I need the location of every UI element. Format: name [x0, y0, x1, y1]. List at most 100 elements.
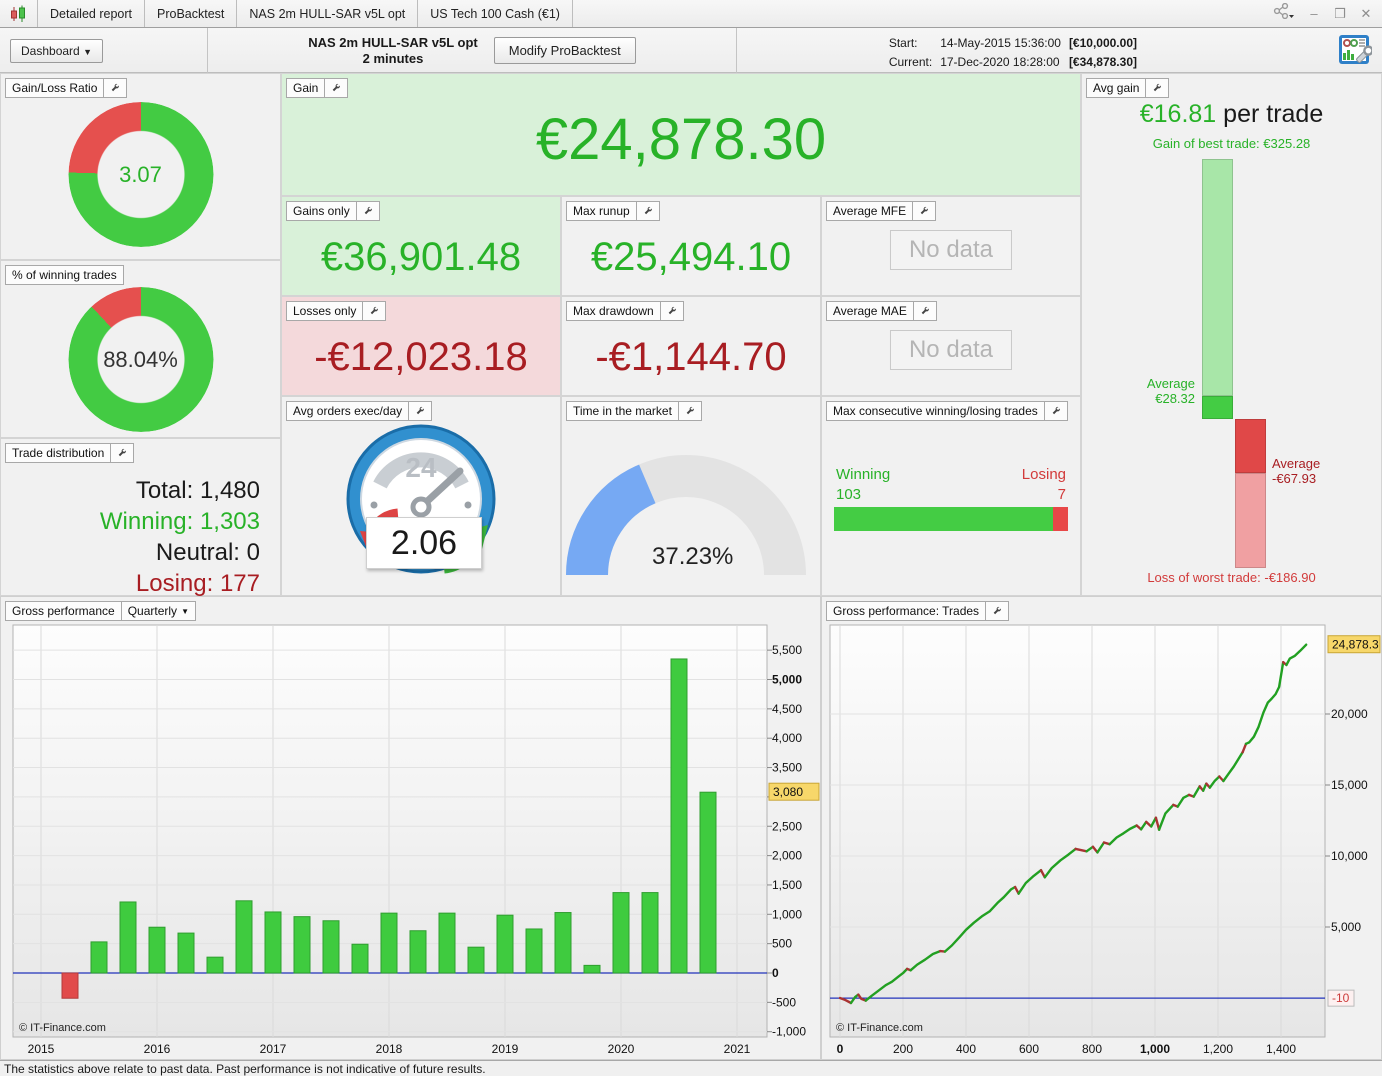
svg-text:500: 500 [772, 937, 792, 951]
max-drawdown-value: -€1,144.70 [595, 335, 787, 379]
report-icon [0, 0, 38, 27]
avg-gain-headline: €16.81 per trade [1082, 100, 1381, 129]
svg-text:5,000: 5,000 [1331, 920, 1361, 934]
max-runup-value: €25,494.10 [590, 235, 792, 279]
svg-text:1,200: 1,200 [1203, 1042, 1233, 1056]
dashboard-settings-icon[interactable] [1338, 33, 1374, 72]
loss-average-bar [1235, 419, 1266, 474]
consecutive-winning: Winning 103 [836, 466, 891, 503]
avg-gain-label: Avg gain [1093, 81, 1140, 95]
wrench-icon[interactable] [355, 202, 379, 220]
wrench-icon[interactable] [635, 202, 659, 220]
max-runup-label: Max runup [573, 204, 630, 218]
start-amount: [€10,000.00] [1068, 36, 1137, 50]
winning-pct-label: % of winning trades [12, 268, 117, 282]
strategy-name: NAS 2m HULL-SAR v5L opt [308, 34, 478, 50]
wrench-icon[interactable] [103, 79, 126, 97]
wrench-icon[interactable] [677, 402, 701, 420]
wrench-icon[interactable] [408, 402, 431, 420]
svg-text:600: 600 [1019, 1042, 1039, 1056]
svg-text:200: 200 [893, 1042, 913, 1056]
gain-value: €24,878.30 [535, 107, 827, 172]
avg-orders-label: Avg orders exec/day [293, 404, 403, 418]
time-in-market-gauge [562, 407, 822, 602]
gain-loss-ratio-panel: Gain/Loss Ratio 3.07 [0, 73, 281, 260]
average-mfe-panel: Average MFE No data [821, 196, 1081, 296]
dashboard-dropdown[interactable]: Dashboard ▼ [10, 38, 103, 63]
gain-loss-ratio-label: Gain/Loss Ratio [12, 81, 98, 95]
maximize-button[interactable]: ❒ [1334, 5, 1346, 21]
gain-label: Gain [293, 81, 319, 95]
gain-range-bar [1202, 159, 1233, 397]
gross-performance-label: Gross performance [12, 604, 115, 618]
gains-only-label: Gains only [293, 204, 350, 218]
tab-detailed-report[interactable]: Detailed report [38, 0, 145, 27]
consecutive-losing: Losing 7 [1021, 466, 1066, 503]
svg-text:2018: 2018 [376, 1042, 403, 1056]
avg-orders-panel: Avg orders exec/day 24 2.06 [281, 396, 561, 596]
gains-only-value: €36,901.48 [320, 235, 522, 279]
svg-text:4,500: 4,500 [772, 702, 802, 716]
avg-gain-panel: Avg gain €16.81 per trade Gain of best t… [1081, 73, 1382, 596]
minimize-button[interactable]: – [1310, 6, 1318, 21]
tab-instrument[interactable]: US Tech 100 Cash (€1) [418, 0, 573, 27]
svg-text:800: 800 [1082, 1042, 1102, 1056]
wrench-icon[interactable] [912, 202, 935, 220]
share-icon[interactable] [1272, 2, 1296, 24]
svg-text:24,878.3: 24,878.3 [1332, 638, 1379, 652]
svg-text:0: 0 [837, 1042, 844, 1056]
dashboard-label: Dashboard [21, 43, 80, 58]
max-drawdown-panel: Max drawdown -€1,144.70 [561, 296, 821, 396]
period-dropdown[interactable]: Quarterly ▼ [120, 602, 195, 620]
best-trade-caption: Gain of best trade: €325.28 [1152, 136, 1311, 151]
svg-text:2021: 2021 [724, 1042, 751, 1056]
wrench-icon[interactable] [324, 79, 347, 97]
avg-gain-value: €16.81 [1139, 100, 1217, 128]
svg-text:-500: -500 [772, 995, 796, 1009]
svg-text:1,000: 1,000 [1140, 1042, 1170, 1056]
consecutive-winning-bar [834, 507, 1054, 531]
svg-text:© IT-Finance.com: © IT-Finance.com [19, 1022, 106, 1034]
start-time: 14-May-2015 15:36:00 [940, 36, 1061, 50]
average-mfe-nodata: No data [889, 229, 1013, 270]
tab-strategy[interactable]: NAS 2m HULL-SAR v5L opt [237, 0, 419, 27]
current-amount: [€34,878.30] [1068, 55, 1137, 69]
wrench-icon[interactable] [659, 302, 683, 320]
worst-trade-caption: Loss of worst trade: -€186.90 [1147, 570, 1316, 585]
tab-label: ProBacktest [157, 6, 225, 21]
max-consecutive-panel: Max consecutive winning/losing trades Wi… [821, 396, 1081, 596]
svg-text:2,000: 2,000 [772, 849, 802, 863]
time-in-market-panel: Time in the market 37.23% [561, 396, 821, 596]
svg-text:400: 400 [956, 1042, 976, 1056]
time-in-market-label: Time in the market [573, 404, 672, 418]
avg-gain-suffix: per trade [1216, 100, 1324, 128]
svg-text:1,400: 1,400 [1266, 1042, 1296, 1056]
wrench-icon[interactable] [912, 302, 936, 320]
wrench-icon[interactable] [110, 444, 133, 462]
gain-average-bar [1202, 396, 1233, 419]
strategy-timeframe: 2 minutes [362, 50, 424, 66]
winning-row: Winning: 1,303 [99, 508, 260, 535]
wrench-icon[interactable] [362, 302, 385, 320]
svg-text:20,000: 20,000 [1331, 707, 1368, 721]
tab-probacktest[interactable]: ProBacktest [145, 0, 238, 27]
losing-row: Losing: 177 [135, 570, 260, 597]
wrench-icon[interactable] [1145, 79, 1168, 97]
wrench-icon[interactable] [1043, 402, 1067, 420]
close-button[interactable]: ✕ [1360, 5, 1372, 21]
neutral-row: Neutral: 0 [155, 539, 260, 566]
trades-chart-panel: Gross performance: Trades 0 200 400 600 800 1… [821, 596, 1382, 1060]
modify-probacktest-button[interactable]: Modify ProBacktest [493, 37, 636, 64]
trades-line-chart: 0 200 400 600 800 1,000 1,200 1,400 5,000 10,000 1… [822, 597, 1381, 1059]
tab-bar: Detailed report ProBacktest NAS 2m HULL-… [0, 0, 1382, 28]
quarterly-bar-chart: 2015 2016 2017 2018 2019 2020 2021 -1,000 -500 0 5… [1, 597, 820, 1059]
wrench-icon[interactable] [985, 602, 1008, 620]
svg-text:2015: 2015 [28, 1042, 55, 1056]
max-runup-panel: Max runup €25,494.10 [561, 196, 821, 296]
disclaimer-text: The statistics above relate to past data… [4, 1061, 486, 1076]
winning-trades-pct-panel: % of winning trades 88.04% [0, 260, 281, 438]
gross-performance-trades-label: Gross performance: Trades [833, 604, 980, 618]
svg-text:4,000: 4,000 [772, 731, 802, 745]
max-drawdown-label: Max drawdown [573, 304, 654, 318]
svg-text:3,080: 3,080 [773, 785, 803, 799]
